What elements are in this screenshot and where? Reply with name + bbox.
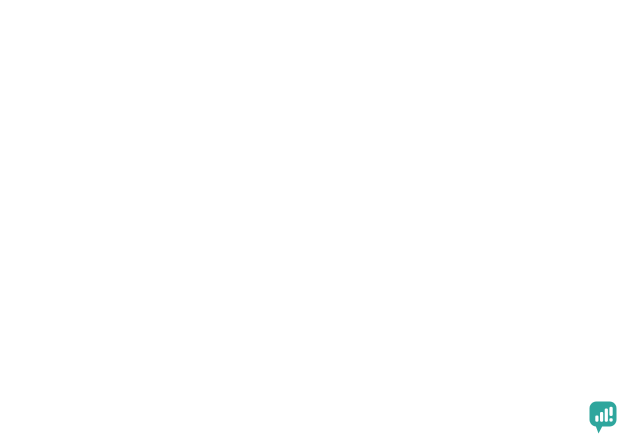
bar-chart bbox=[0, 0, 631, 400]
newsworthy-logo-icon bbox=[589, 401, 617, 434]
newsworthy-logo bbox=[588, 400, 626, 434]
